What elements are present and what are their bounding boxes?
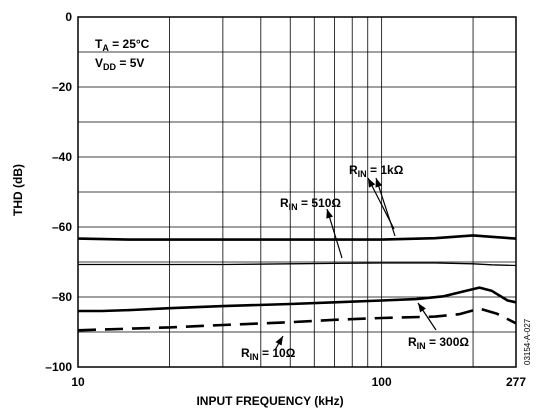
- series-line-0: [77, 234, 517, 241]
- y-axis-label: THD (dB): [11, 164, 25, 216]
- series-line-1: [78, 262, 517, 267]
- x-tick-label: 100: [372, 375, 392, 389]
- x-tick-label: 277: [506, 375, 526, 389]
- y-tick-label: –60: [52, 220, 72, 234]
- series-line-3: [77, 307, 517, 332]
- plot-frame: [77, 16, 517, 368]
- y-tick-label: 0: [65, 10, 72, 24]
- figure-code: 03154-A-027: [523, 318, 532, 365]
- annotation-arrowhead: [418, 303, 426, 313]
- condition-label: VDD = 5V: [95, 56, 144, 72]
- series-annotation-label: RIN = 510Ω: [280, 196, 341, 212]
- y-tick-label: –80: [52, 290, 72, 304]
- test-conditions: TA = 25°C VDD = 5V: [95, 37, 150, 72]
- series-layer: [77, 234, 517, 332]
- condition-label: TA = 25°C: [95, 37, 150, 53]
- series-annotation-label: RIN = 1kΩ: [349, 163, 404, 179]
- x-tick-label: 10: [71, 375, 85, 389]
- x-tick-labels: 10 100 277: [71, 375, 526, 389]
- grid-lines: [78, 17, 516, 367]
- annotation-arrowhead: [326, 209, 333, 219]
- y-tick-label: –20: [52, 80, 72, 94]
- annotation-arrows: [274, 177, 437, 351]
- series-line-2: [78, 286, 517, 313]
- x-axis-label: INPUT FREQUENCY (kHz): [196, 394, 343, 408]
- y-tick-labels: 0 –20 –40 –60 –80 –100: [45, 10, 72, 374]
- y-tick-label: –100: [45, 360, 72, 374]
- annotation-arrowhead: [275, 336, 283, 346]
- series-annotation-label: RIN = 300Ω: [408, 335, 469, 351]
- annotation-arrowhead: [368, 178, 376, 188]
- series-annotations: RIN = 1kΩ RIN = 510Ω RIN = 10Ω RIN = 300Ω: [241, 163, 469, 362]
- series-annotation-label: RIN = 10Ω: [241, 346, 296, 362]
- annotation-arrowhead: [375, 178, 383, 188]
- y-tick-label: –40: [52, 150, 72, 164]
- annotation-arrow: [367, 177, 395, 230]
- annotation-arrow: [375, 177, 396, 237]
